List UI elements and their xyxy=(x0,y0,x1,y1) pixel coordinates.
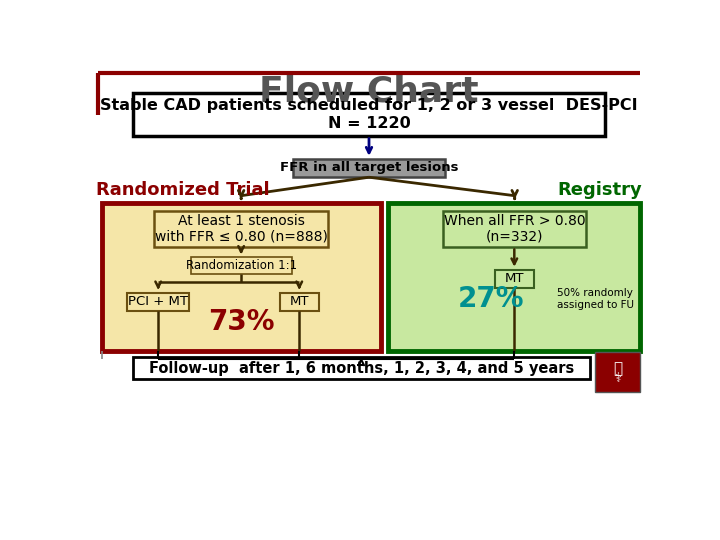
FancyBboxPatch shape xyxy=(495,269,534,288)
Text: When all FFR > 0.80
(n=332): When all FFR > 0.80 (n=332) xyxy=(444,214,585,244)
Text: Randomized Trial: Randomized Trial xyxy=(96,180,270,199)
Text: FFR in all target lesions: FFR in all target lesions xyxy=(280,161,458,174)
FancyBboxPatch shape xyxy=(154,211,328,247)
Text: MT: MT xyxy=(289,295,309,308)
Text: ⚕: ⚕ xyxy=(614,372,621,384)
Text: 50% randomly
assigned to FU: 50% randomly assigned to FU xyxy=(557,288,634,309)
Text: 73%: 73% xyxy=(208,308,274,336)
FancyBboxPatch shape xyxy=(191,257,292,274)
Text: Stable CAD patients scheduled for 1, 2 or 3 vessel  DES-PCI
N = 1220: Stable CAD patients scheduled for 1, 2 o… xyxy=(100,98,638,131)
FancyBboxPatch shape xyxy=(388,204,640,351)
Text: MT: MT xyxy=(505,272,524,285)
FancyBboxPatch shape xyxy=(280,293,319,311)
FancyBboxPatch shape xyxy=(294,159,444,177)
FancyBboxPatch shape xyxy=(132,93,606,136)
Text: Registry: Registry xyxy=(557,180,642,199)
Text: 27%: 27% xyxy=(458,285,524,313)
Text: Flow Chart: Flow Chart xyxy=(259,75,479,109)
FancyBboxPatch shape xyxy=(132,357,590,379)
FancyBboxPatch shape xyxy=(127,293,189,311)
FancyBboxPatch shape xyxy=(102,204,381,351)
Text: At least 1 stenosis
with FFR ≤ 0.80 (n=888): At least 1 stenosis with FFR ≤ 0.80 (n=8… xyxy=(155,214,328,244)
Text: 🌿: 🌿 xyxy=(613,361,622,376)
FancyBboxPatch shape xyxy=(443,211,586,247)
Text: Randomization 1:1: Randomization 1:1 xyxy=(186,259,297,272)
FancyBboxPatch shape xyxy=(595,352,640,392)
Text: PCI + MT: PCI + MT xyxy=(128,295,188,308)
Text: Follow-up  after 1, 6 months, 1, 2, 3, 4, and 5 years: Follow-up after 1, 6 months, 1, 2, 3, 4,… xyxy=(148,361,574,376)
